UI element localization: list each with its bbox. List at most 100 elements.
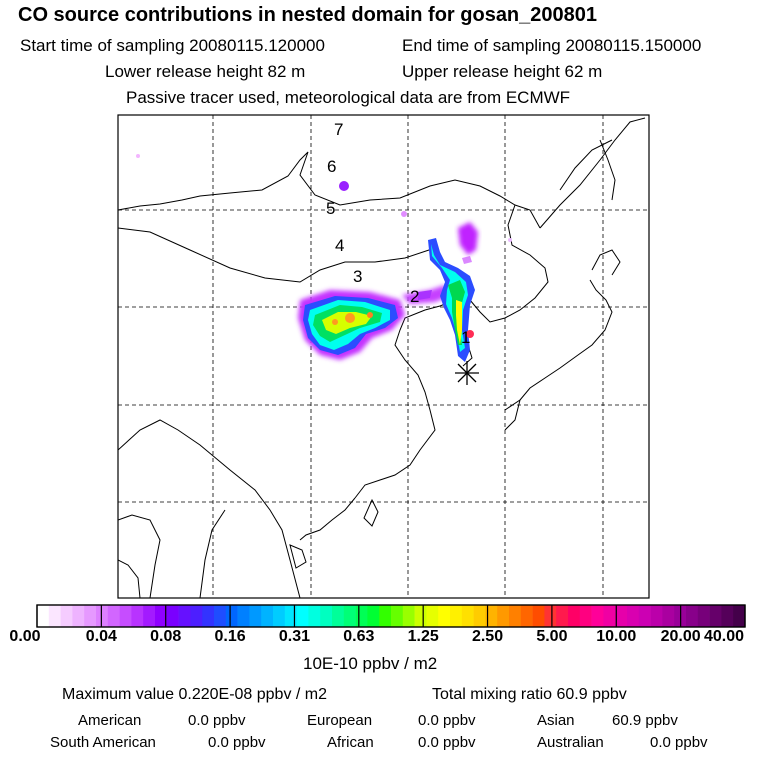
- trajectory-labels: 1 2 3 4 5 6 7: [326, 120, 470, 347]
- trajectory-label: 6: [327, 157, 336, 176]
- receptor-asterisk-marker: [455, 361, 479, 385]
- colorbar-swatch: [84, 605, 97, 627]
- colorbar-swatch: [709, 605, 722, 627]
- colorbar-swatch: [461, 605, 474, 627]
- region-value: 0.0 ppbv: [188, 712, 246, 729]
- region-value: 0.0 ppbv: [650, 734, 708, 751]
- colorbar-tick-label: 5.00: [536, 628, 568, 645]
- lat-lon-grid: [118, 115, 649, 598]
- colorbar-swatch: [190, 605, 203, 627]
- colorbar-swatch: [426, 605, 439, 627]
- colorbar-swatch: [107, 605, 120, 627]
- region-name: African: [327, 734, 374, 751]
- colorbar-swatch: [497, 605, 510, 627]
- start-time-label: Start time of sampling 20080115.120000: [20, 36, 325, 55]
- trajectory-label: 3: [353, 267, 362, 286]
- colorbar-swatch: [520, 605, 533, 627]
- colorbar-swatch: [131, 605, 144, 627]
- colorbar-swatch: [37, 605, 50, 627]
- colorbar-tick-label: 0.00: [9, 628, 41, 645]
- colorbar-swatch: [402, 605, 415, 627]
- region-value: 60.9 ppbv: [612, 712, 678, 729]
- colorbar-swatch: [178, 605, 191, 627]
- colorbar-swatch: [532, 605, 545, 627]
- colorbar-swatch: [367, 605, 380, 627]
- tracer-note: Passive tracer used, meteorological data…: [126, 88, 571, 107]
- colorbar-unit-label: 10E-10 ppbv / m2: [303, 654, 438, 673]
- colorbar-swatch: [284, 605, 297, 627]
- figure-title: CO source contributions in nested domain…: [18, 4, 598, 26]
- colorbar-swatch: [273, 605, 286, 627]
- colorbar-swatch: [214, 605, 227, 627]
- colorbar-tick-label: 10.00: [596, 628, 637, 645]
- region-name: Asian: [537, 712, 575, 729]
- colorbar-swatch: [450, 605, 463, 627]
- map-frame: [117, 114, 650, 599]
- colorbar-swatch: [662, 605, 675, 627]
- colorbar-swatch: [379, 605, 392, 627]
- colorbar-swatch: [438, 605, 451, 627]
- colorbar-swatch: [119, 605, 132, 627]
- colorbar-tick-label: 0.08: [150, 628, 182, 645]
- colorbar-swatch: [579, 605, 592, 627]
- trajectory-label: 5: [326, 199, 335, 218]
- maximum-value-label: Maximum value 0.220E-08 ppbv / m2: [62, 686, 328, 703]
- colorbar-tick-label: 0.63: [343, 628, 375, 645]
- colorbar-swatch: [509, 605, 522, 627]
- trajectory-label: 7: [334, 120, 343, 139]
- colorbar-swatch: [591, 605, 604, 627]
- colorbar-swatch: [343, 605, 356, 627]
- lower-height-label: Lower release height 82 m: [105, 62, 306, 81]
- colorbar-swatch: [638, 605, 651, 627]
- colorbar-swatch: [355, 605, 368, 627]
- colorbar-swatch: [568, 605, 581, 627]
- region-name: European: [307, 712, 373, 729]
- colorbar-swatch: [72, 605, 85, 627]
- region-name: Australian: [537, 734, 604, 751]
- region-value: 0.0 ppbv: [418, 712, 476, 729]
- colorbar-swatch: [603, 605, 616, 627]
- colorbar-swatch: [155, 605, 168, 627]
- total-mixing-ratio-label: Total mixing ratio 60.9 ppbv: [432, 686, 627, 703]
- region-value: 0.0 ppbv: [208, 734, 266, 751]
- colorbar-swatch: [697, 605, 710, 627]
- colorbar-tick-label: 0.16: [214, 628, 246, 645]
- colorbar-swatch: [556, 605, 569, 627]
- colorbar-swatch: [237, 605, 250, 627]
- colorbar-swatch: [166, 605, 179, 627]
- region-value: 0.0 ppbv: [418, 734, 476, 751]
- colorbar-swatch: [332, 605, 345, 627]
- colorbar-swatch: [485, 605, 498, 627]
- colorbar-swatch: [249, 605, 262, 627]
- colorbar-tick-label: 40.00: [703, 628, 745, 645]
- colorbar-swatch: [473, 605, 486, 627]
- colorbar-swatch: [544, 605, 557, 627]
- coastlines: [118, 117, 646, 598]
- colorbar-swatch: [308, 605, 321, 627]
- colorbar-tick-label: 1.25: [407, 628, 439, 645]
- co-plume-field: [136, 154, 512, 362]
- region-name: American: [78, 712, 142, 729]
- colorbar-frame: [36, 604, 746, 628]
- colorbar-swatch: [261, 605, 274, 627]
- colorbar-swatch: [615, 605, 628, 627]
- colorbar-swatch: [414, 605, 427, 627]
- trajectory-label: 2: [410, 287, 419, 306]
- colorbar-swatch: [721, 605, 734, 627]
- colorbar-swatch: [686, 605, 699, 627]
- trajectory-label: 1: [461, 328, 470, 347]
- colorbar: [36, 604, 746, 628]
- colorbar-tick-label: 0.31: [278, 628, 311, 645]
- colorbar-swatch: [627, 605, 640, 627]
- colorbar-swatch: [48, 605, 61, 627]
- trajectory-label: 4: [335, 236, 344, 255]
- colorbar-swatch: [143, 605, 156, 627]
- colorbar-swatch: [320, 605, 333, 627]
- colorbar-swatch: [650, 605, 663, 627]
- colorbar-swatch: [296, 605, 309, 627]
- end-time-label: End time of sampling 20080115.150000: [402, 36, 702, 55]
- region-name: South American: [50, 734, 156, 751]
- colorbar-tick-label: 20.00: [660, 628, 701, 645]
- colorbar-tick-label: 2.50: [471, 628, 504, 645]
